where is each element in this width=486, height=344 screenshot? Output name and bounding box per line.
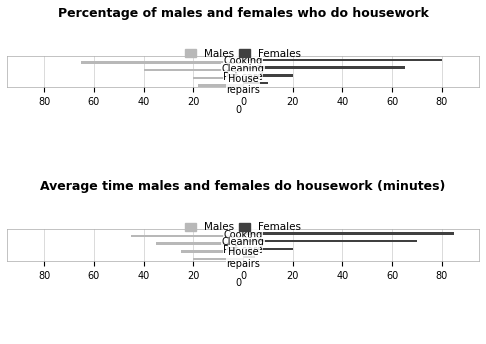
Bar (243, 232, 454, 235)
Bar (198, 84, 243, 87)
Bar (243, 240, 417, 242)
Bar (243, 82, 268, 84)
Title: Percentage of males and females who do housework: Percentage of males and females who do h… (57, 7, 429, 20)
Text: Cooking: Cooking (224, 56, 262, 66)
Bar (143, 69, 243, 72)
Legend: Males, Females: Males, Females (185, 49, 301, 59)
Bar (82, 61, 243, 64)
Bar (156, 242, 243, 245)
Bar (181, 250, 243, 252)
Bar (131, 235, 243, 237)
Legend: Males, Females: Males, Females (185, 223, 301, 233)
Bar (243, 66, 404, 69)
Bar (193, 77, 243, 79)
Bar (243, 255, 256, 258)
Text: Pet care: Pet care (223, 245, 263, 255)
Text: 0: 0 (235, 105, 241, 115)
Title: Average time males and females do housework (minutes): Average time males and females do housew… (40, 180, 446, 193)
Text: 0: 0 (235, 278, 241, 288)
Bar (243, 59, 442, 61)
Text: Cleaning: Cleaning (222, 64, 264, 74)
Text: Cleaning: Cleaning (222, 237, 264, 247)
Bar (243, 248, 293, 250)
Bar (193, 258, 243, 260)
Text: House
repairs: House repairs (226, 74, 260, 95)
Text: Pet care: Pet care (223, 72, 263, 82)
Text: Cooking: Cooking (224, 229, 262, 240)
Text: House
repairs: House repairs (226, 247, 260, 269)
Bar (243, 74, 293, 77)
